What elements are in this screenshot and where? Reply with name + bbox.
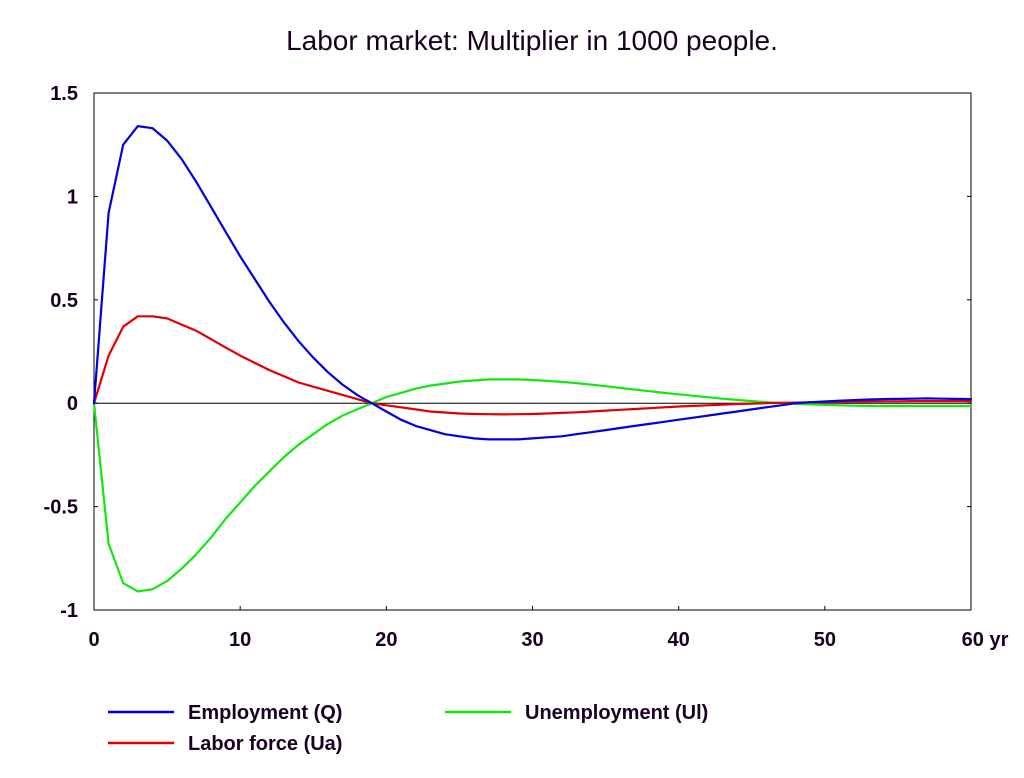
y-tick-label: 0 bbox=[67, 393, 78, 415]
legend-label: Unemployment (Ul) bbox=[525, 702, 708, 724]
x-tick-label: 60 yr bbox=[962, 629, 1009, 651]
x-tick-label: 10 bbox=[229, 629, 251, 651]
x-tick-label: 20 bbox=[375, 629, 397, 651]
chart-title: Labor market: Multiplier in 1000 people. bbox=[286, 25, 778, 56]
legend: Employment (Q) Labor force (Ua) Unemployme… bbox=[108, 702, 708, 755]
series-line-unemployment-ul bbox=[92, 378, 973, 593]
series-line-employment-q bbox=[92, 124, 973, 441]
legend-label: Labor force (Ua) bbox=[188, 733, 342, 755]
y-tick-label: -1 bbox=[60, 600, 78, 622]
y-tick-label: 1.5 bbox=[50, 83, 78, 105]
series-layer bbox=[92, 124, 973, 593]
y-tick-label: 1 bbox=[67, 186, 78, 208]
legend-label: Employment (Q) bbox=[188, 702, 342, 724]
x-tick-label: 40 bbox=[668, 629, 690, 651]
y-tick-label: 0.5 bbox=[50, 290, 78, 312]
x-tick-label: 0 bbox=[88, 629, 99, 651]
x-tick-label: 50 bbox=[814, 629, 836, 651]
x-tick-label: 30 bbox=[521, 629, 543, 651]
axis-ticks: 1.5 1 0.5 0 -0.5 -1 0 10 20 30 40 50 60 yr bbox=[44, 83, 1009, 651]
y-tick-label: -0.5 bbox=[44, 497, 78, 519]
plot-frame bbox=[93, 92, 972, 611]
